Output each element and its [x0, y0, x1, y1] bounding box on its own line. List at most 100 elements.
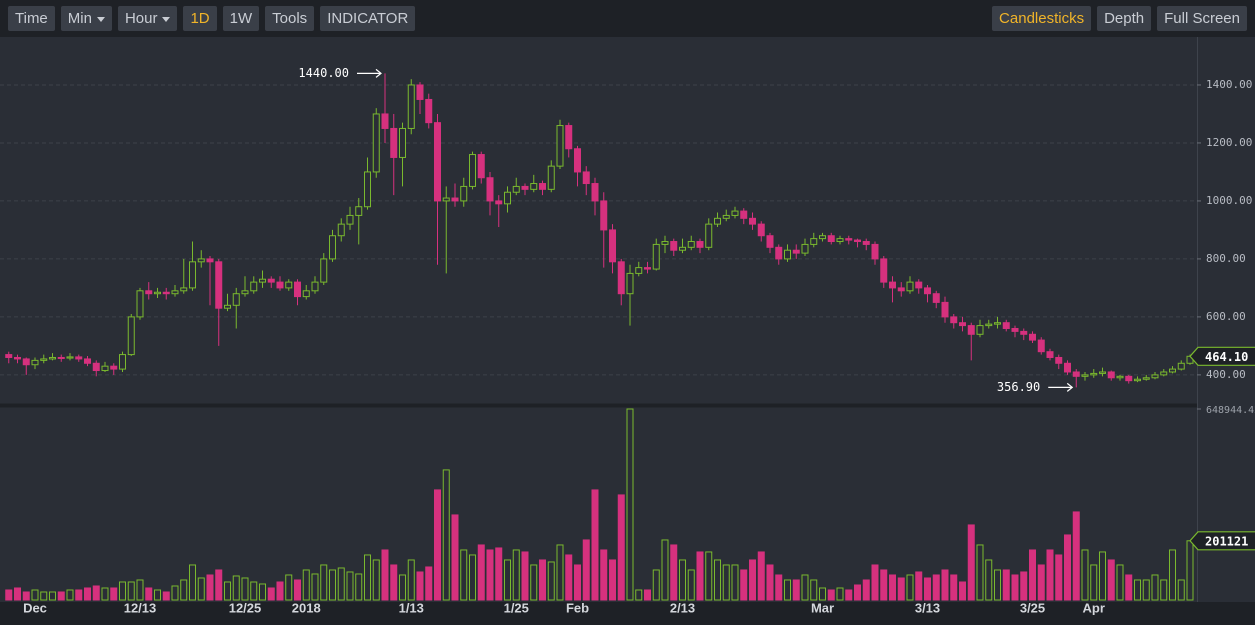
candle-body	[162, 291, 170, 295]
volume-bar	[924, 577, 931, 601]
volume-bar	[609, 559, 616, 601]
volume-bar	[687, 569, 695, 601]
volume-bar	[801, 574, 809, 601]
candle-body	[565, 125, 573, 150]
y-tick-label: 1200.00	[1206, 136, 1252, 149]
toolbar-right: Candlesticks Depth Full Screen	[992, 6, 1247, 31]
toolbar-button[interactable]: INDICATOR	[320, 6, 416, 31]
volume-bar	[1107, 559, 1115, 601]
candle-body	[547, 165, 555, 190]
candle-body	[206, 258, 214, 263]
arrow-head	[1066, 382, 1074, 392]
volume-bar	[346, 571, 354, 601]
volume-bar	[985, 559, 993, 601]
candle-body	[959, 322, 966, 327]
toolbar-button[interactable]: Depth	[1097, 6, 1152, 31]
candle-body	[722, 214, 730, 219]
candle-body	[862, 241, 870, 245]
toolbar-button[interactable]: Tools	[265, 6, 315, 31]
volume-bar	[906, 574, 914, 601]
candle-body	[915, 281, 923, 289]
candle-body	[451, 197, 459, 202]
volume-bar	[180, 579, 188, 601]
candle-body	[1064, 362, 1071, 373]
candle-body	[687, 241, 695, 248]
candle-body	[250, 281, 258, 292]
volume-bar	[959, 581, 966, 601]
candle-body	[442, 197, 450, 202]
candle-body	[495, 200, 503, 205]
candle-body	[425, 98, 433, 124]
volume-bar	[285, 574, 293, 601]
candle-body	[259, 278, 266, 283]
volume-bar	[705, 551, 713, 601]
volume-bar	[722, 564, 730, 601]
extreme-label: 1440.00	[298, 66, 349, 80]
y-tick-label: 800.00	[1206, 252, 1246, 265]
candle-body	[92, 362, 100, 372]
volume-bar	[1160, 579, 1168, 601]
volume-bar	[57, 591, 65, 601]
candle-body	[1151, 374, 1159, 379]
toolbar-button[interactable]: 1D	[183, 6, 217, 31]
candle-body	[477, 154, 485, 179]
volume-bar	[5, 589, 13, 601]
volume-bar	[294, 579, 301, 601]
volume-bar	[582, 539, 590, 601]
toolbar-button[interactable]: Min	[60, 6, 112, 31]
last-volume-label: 201121	[1205, 534, 1248, 548]
volume-bar	[49, 591, 56, 601]
volume-bar	[224, 581, 231, 601]
candle-body	[31, 359, 39, 366]
candle-body	[897, 287, 905, 292]
volume-bar	[320, 564, 328, 601]
candle-body	[967, 325, 975, 335]
candle-body	[985, 323, 993, 327]
candle-body	[390, 127, 398, 158]
volume-bar	[302, 569, 310, 601]
volume-bar	[1037, 564, 1045, 601]
toolbar-button[interactable]: 1W	[222, 6, 260, 31]
volume-bar	[775, 574, 783, 601]
candle-body	[652, 243, 660, 270]
candle-body	[381, 113, 389, 129]
toolbar-button[interactable]: Hour	[117, 6, 178, 31]
volume-bar	[425, 566, 433, 601]
volume-bar	[372, 559, 380, 601]
volume-bar	[451, 514, 459, 601]
volume-bar	[652, 569, 660, 601]
toolbar-button[interactable]: Time	[8, 6, 55, 31]
candle-body	[101, 365, 109, 372]
toolbar-button[interactable]: Full Screen	[1157, 6, 1247, 31]
candle-body	[224, 304, 231, 309]
volume-bar	[241, 577, 249, 601]
dropdown-caret	[162, 16, 171, 22]
candle-body	[145, 290, 153, 295]
candle-body	[845, 238, 853, 241]
candle-body	[407, 84, 415, 129]
volume-bar	[617, 494, 625, 601]
candle-body	[276, 281, 284, 289]
candle-body	[1011, 327, 1019, 332]
candle-body	[49, 356, 56, 360]
x-tick-label: 3/13	[915, 600, 940, 615]
candle-body	[22, 358, 30, 366]
x-axis-strip	[0, 602, 1255, 625]
candle-body	[924, 287, 931, 295]
volume-bar	[547, 561, 555, 601]
x-tick-label: 1/25	[504, 600, 529, 615]
volume-bar	[206, 574, 214, 601]
last-volume-box	[1189, 531, 1255, 551]
candle-body	[521, 185, 529, 190]
candle-body	[180, 287, 188, 292]
volume-bar	[84, 587, 91, 601]
volume-bar	[197, 577, 205, 601]
volume-bar	[31, 589, 39, 601]
volume-bar	[1151, 574, 1159, 601]
volume-bar	[1020, 571, 1028, 601]
candle-body	[827, 235, 835, 243]
toolbar-button[interactable]: Candlesticks	[992, 6, 1092, 31]
button-label: INDICATOR	[327, 10, 409, 27]
button-label: Depth	[1104, 10, 1145, 27]
candle-body	[1020, 330, 1028, 335]
